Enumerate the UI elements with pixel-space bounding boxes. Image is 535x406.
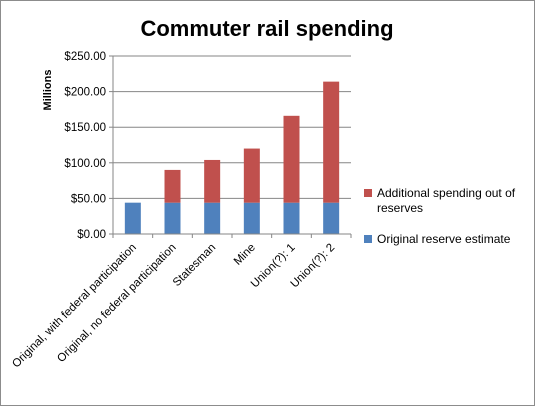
bar-additional-spending (283, 115, 300, 203)
bar-additional-spending (243, 148, 260, 203)
legend-swatch (364, 189, 372, 197)
x-tick-label: Mine (232, 242, 258, 268)
bar-original-reserve (124, 202, 141, 234)
bar-additional-spending (164, 169, 181, 203)
y-tick-label: $100.00 (64, 158, 106, 170)
y-tick-label: $150.00 (64, 122, 106, 134)
y-axis-label: Millions (42, 70, 54, 111)
legend-item-original: Original reserve estimate (364, 232, 511, 246)
bar-additional-spending (323, 81, 340, 203)
legend-item-additional: Additional spending out of reserves (364, 186, 516, 215)
x-axis-ticks: Original, with federal participationOrig… (10, 234, 352, 370)
bar-original-reserve (323, 202, 340, 234)
chart-title: Commuter rail spending (140, 16, 393, 41)
bar-original-reserve (243, 202, 260, 234)
bar-original-reserve (164, 202, 181, 234)
y-tick-label: $200.00 (64, 87, 106, 99)
legend-label: Original reserve estimate (377, 232, 511, 246)
bars (124, 81, 340, 234)
gridlines (113, 55, 351, 199)
x-tick-label: Statesman (171, 242, 218, 289)
legend-label: Additional spending out of reserves (377, 186, 516, 215)
y-tick-label: $0.00 (77, 229, 106, 241)
legend: Additional spending out of reserves Origin… (364, 186, 516, 246)
y-tick-label: $50.00 (71, 193, 106, 205)
bar-additional-spending (204, 159, 221, 203)
bar-original-reserve (204, 202, 221, 234)
y-tick-label: $250.00 (64, 51, 106, 63)
legend-swatch (364, 235, 372, 243)
bar-original-reserve (283, 202, 300, 234)
axes (112, 56, 351, 235)
y-axis-ticks: $0.00 $50.00 $100.00 $150.00 $200.00 $250.00 (64, 51, 113, 241)
